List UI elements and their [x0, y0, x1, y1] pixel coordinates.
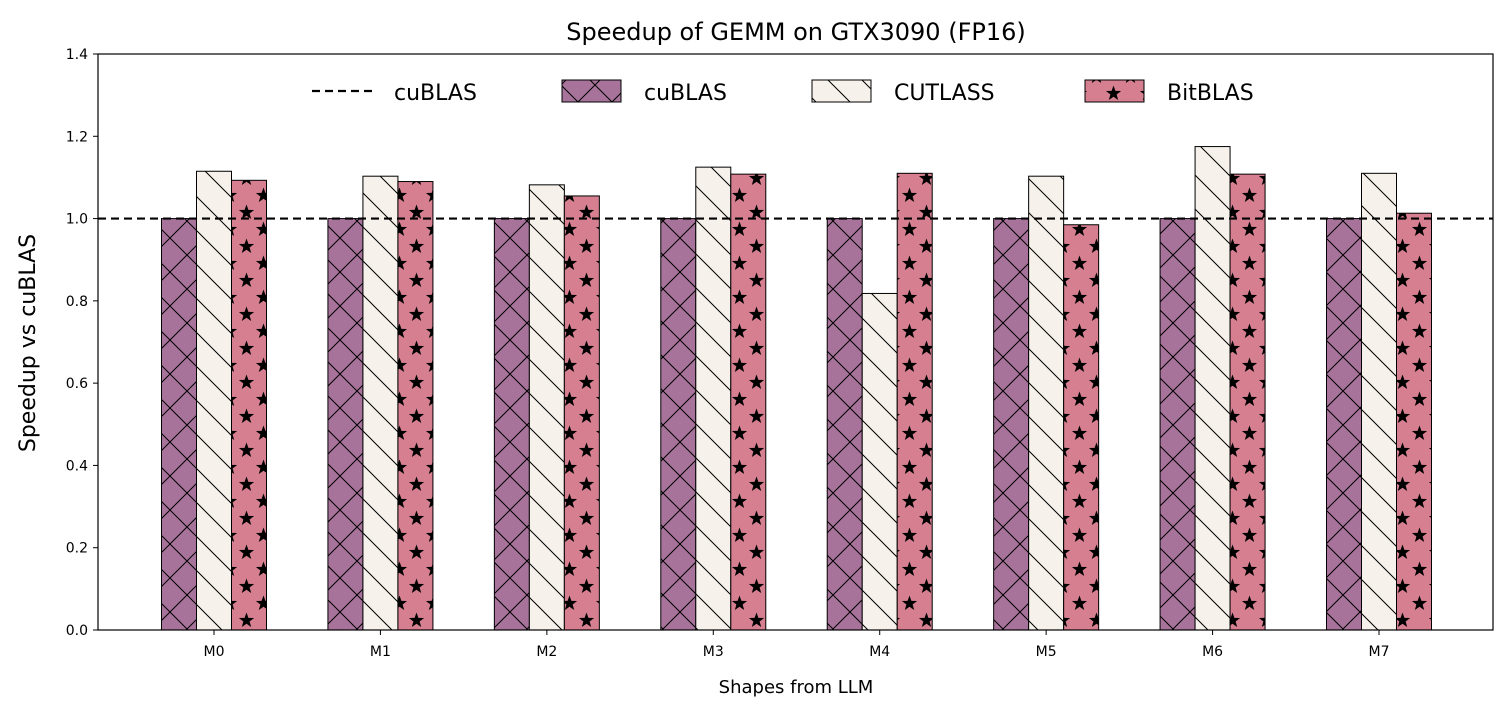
- bar-hatch: [993, 218, 1030, 631]
- legend: cuBLAS cuBLAS CUTLASS BitBLAS: [312, 79, 1254, 106]
- x-tick-label-m3: M3: [703, 644, 724, 660]
- bar-hatch: [1361, 172, 1397, 631]
- x-axis-label: Shapes from LLM: [719, 677, 874, 698]
- bar-hatch: [397, 181, 434, 631]
- x-tick-label-m5: M5: [1036, 644, 1057, 660]
- bar-bitblas-m4: [896, 172, 933, 631]
- bar-bitblas-m1: [397, 181, 434, 631]
- y-tick-label: 0.6: [66, 376, 88, 392]
- bar-hatch: [1229, 173, 1266, 631]
- bar-cublas-m1: [327, 218, 364, 631]
- x-tick-label-m0: M0: [204, 644, 225, 660]
- bar-bitblas-m7: [1396, 212, 1432, 631]
- y-axis: 0.0 0.2 0.4 0.6 0.8 1.0 1.2 1.4: [66, 47, 98, 639]
- plot-frame: [97, 53, 1494, 631]
- bar-hatch: [1028, 175, 1065, 631]
- bar-bitblas-m0: [231, 179, 267, 631]
- bar-cutlass-m5: [1028, 175, 1065, 631]
- x-tick-label-m4: M4: [869, 644, 890, 660]
- bar-hatch: [826, 218, 863, 631]
- x-tick-label-m1: M1: [370, 644, 391, 660]
- bar-cublas-m6: [1159, 218, 1196, 631]
- bar-hatch: [362, 175, 399, 631]
- plot-area: [98, 146, 1493, 631]
- bar-cutlass-m3: [695, 166, 732, 631]
- bar-hatch: [1159, 218, 1196, 631]
- bar-cutlass-m1: [362, 175, 399, 631]
- y-tick-label: 0.2: [66, 541, 88, 557]
- bar-cutlass-m6: [1194, 146, 1231, 631]
- bar-hatch: [196, 170, 232, 631]
- bar-cutlass-m4: [861, 292, 898, 631]
- bar-hatch: [861, 292, 898, 631]
- legend-swatch-hatch: [561, 79, 622, 103]
- y-axis-label: Speedup vs cuBLAS: [16, 234, 41, 452]
- y-tick-label: 1.2: [66, 129, 88, 145]
- bar-hatch: [528, 184, 565, 631]
- bar-cublas-m4: [826, 218, 863, 631]
- y-tick-label: 0.8: [66, 294, 88, 310]
- bar-hatch: [327, 218, 364, 631]
- bar-hatch: [563, 195, 600, 631]
- bar-bitblas-m5: [1063, 224, 1100, 631]
- bar-hatch: [896, 172, 933, 631]
- bar-cublas-m7: [1326, 218, 1362, 631]
- bar-hatch: [493, 218, 530, 631]
- bar-hatch: [161, 218, 197, 631]
- x-tick-label-m6: M6: [1202, 644, 1223, 660]
- bar-cublas-m2: [493, 218, 530, 631]
- legend-swatch-hatch: [811, 79, 872, 103]
- bar-hatch: [695, 166, 732, 631]
- legend-label-bitblas: BitBLAS: [1167, 81, 1254, 106]
- y-tick-label: 1.0: [66, 212, 88, 228]
- bar-hatch: [1396, 212, 1432, 631]
- bar-cutlass-m2: [528, 184, 565, 631]
- bar-cublas-m3: [660, 218, 697, 631]
- y-tick-label: 0.4: [66, 458, 88, 474]
- bar-hatch: [231, 179, 267, 631]
- bar-hatch: [1326, 218, 1362, 631]
- bar-bitblas-m2: [563, 195, 600, 631]
- legend-label-cublas: cuBLAS: [644, 81, 727, 106]
- legend-label-cutlass: CUTLASS: [894, 81, 995, 106]
- x-axis: M0 M1 M2 M3 M4 M5 M6 M7: [204, 630, 1390, 660]
- x-tick-label-m2: M2: [536, 644, 557, 660]
- y-tick-label: 0.0: [66, 623, 88, 639]
- bar-hatch: [660, 218, 697, 631]
- bar-hatch: [1194, 146, 1231, 631]
- bar-hatch: [730, 173, 767, 631]
- bar-cublas-m5: [993, 218, 1030, 631]
- bar-bitblas-m3: [730, 173, 767, 631]
- legend-swatch-hatch: [1084, 79, 1145, 103]
- bar-cutlass-m7: [1361, 172, 1397, 631]
- y-tick-label: 1.4: [66, 47, 88, 63]
- bar-cublas-m0: [161, 218, 197, 631]
- bar-bitblas-m6: [1229, 173, 1266, 631]
- bar-cutlass-m0: [196, 170, 232, 631]
- x-tick-label-m7: M7: [1369, 644, 1390, 660]
- bar-hatch: [1063, 224, 1100, 631]
- legend-reference-line-label: cuBLAS: [394, 81, 477, 106]
- chart-title: Speedup of GEMM on GTX3090 (FP16): [566, 18, 1026, 46]
